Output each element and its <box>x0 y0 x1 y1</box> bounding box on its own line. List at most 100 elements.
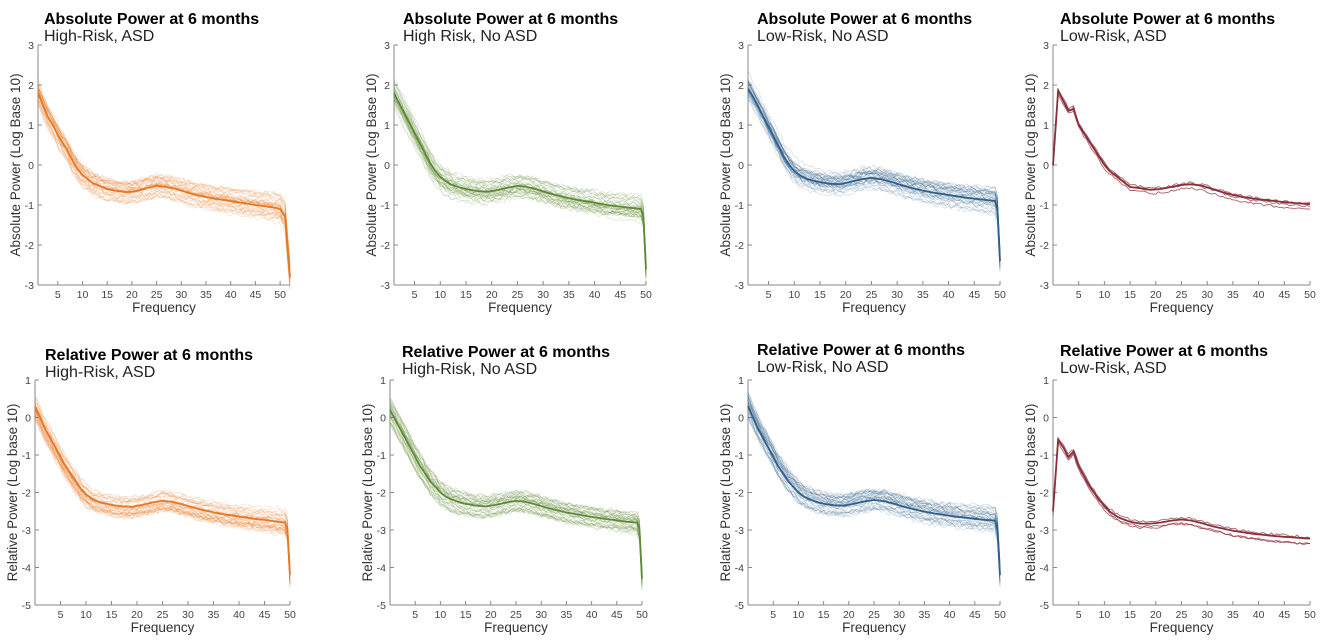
chart-title: Absolute Power at 6 months <box>403 11 618 28</box>
x-tick-label: 40 <box>589 289 601 301</box>
x-tick-label: 5 <box>412 609 418 621</box>
x-tick-label: 50 <box>274 289 286 301</box>
subject-trace <box>747 413 1001 588</box>
y-tick-label: 2 <box>384 80 390 92</box>
subject-trace <box>747 391 1001 569</box>
y-tick-label: -3 <box>735 525 744 537</box>
x-tick-label: 45 <box>1278 289 1290 301</box>
x-tick-label: 30 <box>891 289 903 301</box>
chart-title: Absolute Power at 6 months <box>44 11 259 28</box>
subject-trace <box>393 80 647 264</box>
subject-trace <box>389 412 643 583</box>
subject-trace <box>747 83 1001 248</box>
x-tick-label: 50 <box>636 609 648 621</box>
x-tick-label: 30 <box>893 609 905 621</box>
subject-trace <box>389 408 643 575</box>
chart-title: Relative Power at 6 months <box>1060 343 1268 360</box>
x-tick-label: 20 <box>485 609 497 621</box>
x-tick-label: 10 <box>793 609 805 621</box>
x-tick-label: 10 <box>80 609 92 621</box>
x-tick-label: 15 <box>1124 609 1136 621</box>
subject-trace <box>747 98 1001 269</box>
subject-trace <box>389 424 643 588</box>
y-tick-label: 3 <box>384 40 390 52</box>
x-tick-label: 15 <box>814 289 826 301</box>
chart-title: Relative Power at 6 months <box>402 344 610 361</box>
x-tick-label: 25 <box>157 609 169 621</box>
subject-trace <box>34 416 291 584</box>
y-tick-label: 1 <box>738 375 744 387</box>
subject-trace <box>34 401 291 566</box>
subject-trace <box>747 71 1001 256</box>
x-tick-label: 35 <box>561 609 573 621</box>
subject-trace <box>747 100 1001 264</box>
y-axis-label: Absolute Power (Log Base 10) <box>364 73 379 256</box>
y-tick-label: 1 <box>380 375 386 387</box>
subject-trace <box>37 89 291 274</box>
x-tick-label: 5 <box>766 289 772 301</box>
x-tick-label: 45 <box>250 289 262 301</box>
subject-trace <box>393 82 647 258</box>
subject-trace <box>34 419 291 583</box>
subject-trace <box>747 81 1001 251</box>
x-tick-label: 35 <box>208 609 220 621</box>
x-tick-label: 5 <box>412 289 418 301</box>
y-tick-label: -1 <box>1040 200 1049 212</box>
x-tick-label: 35 <box>917 289 929 301</box>
y-tick-label: 2 <box>28 80 34 92</box>
x-tick-label: 20 <box>486 289 498 301</box>
subject-trace <box>34 410 291 590</box>
y-axis-label: Absolute Power (Log Base 10) <box>8 73 23 256</box>
subject-trace <box>37 88 291 275</box>
subject-trace <box>389 423 643 587</box>
chart-title: Relative Power at 6 months <box>45 347 253 364</box>
subject-trace <box>747 411 1001 582</box>
subject-trace <box>389 406 643 569</box>
subject-trace <box>389 400 643 571</box>
chart-subtitle: Low-Risk, ASD <box>1060 360 1167 377</box>
subject-trace <box>389 416 643 584</box>
x-tick-label: 40 <box>944 609 956 621</box>
x-tick-label: 30 <box>175 289 187 301</box>
subject-trace <box>747 91 1001 254</box>
x-tick-label: 40 <box>225 289 237 301</box>
y-tick-label: 0 <box>25 413 31 425</box>
x-tick-label: 50 <box>994 289 1006 301</box>
x-tick-label: 40 <box>586 609 598 621</box>
subject-trace <box>747 396 1001 566</box>
subject-trace <box>389 401 643 577</box>
y-tick-label: 3 <box>1043 40 1049 52</box>
subject-trace <box>34 412 291 586</box>
x-tick-label: 50 <box>284 609 296 621</box>
x-tick-label: 20 <box>131 609 143 621</box>
y-tick-label: 2 <box>1043 80 1049 92</box>
x-tick-label: 20 <box>840 289 852 301</box>
y-tick-label: -5 <box>22 600 31 612</box>
x-tick-label: 5 <box>770 609 776 621</box>
subject-trace <box>389 407 643 578</box>
subject-trace <box>747 87 1001 251</box>
subject-trace <box>393 92 647 278</box>
subject-trace <box>393 97 647 274</box>
subject-trace <box>37 103 291 286</box>
subject-trace <box>389 413 643 585</box>
subject-trace <box>393 99 647 272</box>
subject-trace <box>747 80 1001 266</box>
y-tick-label: -1 <box>25 200 34 212</box>
subject-trace <box>34 405 291 581</box>
x-axis-label: Frequency <box>131 620 195 635</box>
subject-trace <box>34 413 291 584</box>
subject-trace <box>34 409 291 583</box>
x-tick-label: 45 <box>969 609 981 621</box>
subject-trace <box>389 405 643 584</box>
y-tick-label: -2 <box>735 488 744 500</box>
x-tick-label: 5 <box>58 609 64 621</box>
subject-trace <box>393 105 647 276</box>
subject-trace <box>747 80 1001 259</box>
subject-trace <box>389 404 643 576</box>
x-axis-label: Frequency <box>132 300 196 315</box>
y-tick-label: -1 <box>1040 450 1049 462</box>
subject-trace <box>747 404 1001 585</box>
y-tick-label: 3 <box>738 40 744 52</box>
